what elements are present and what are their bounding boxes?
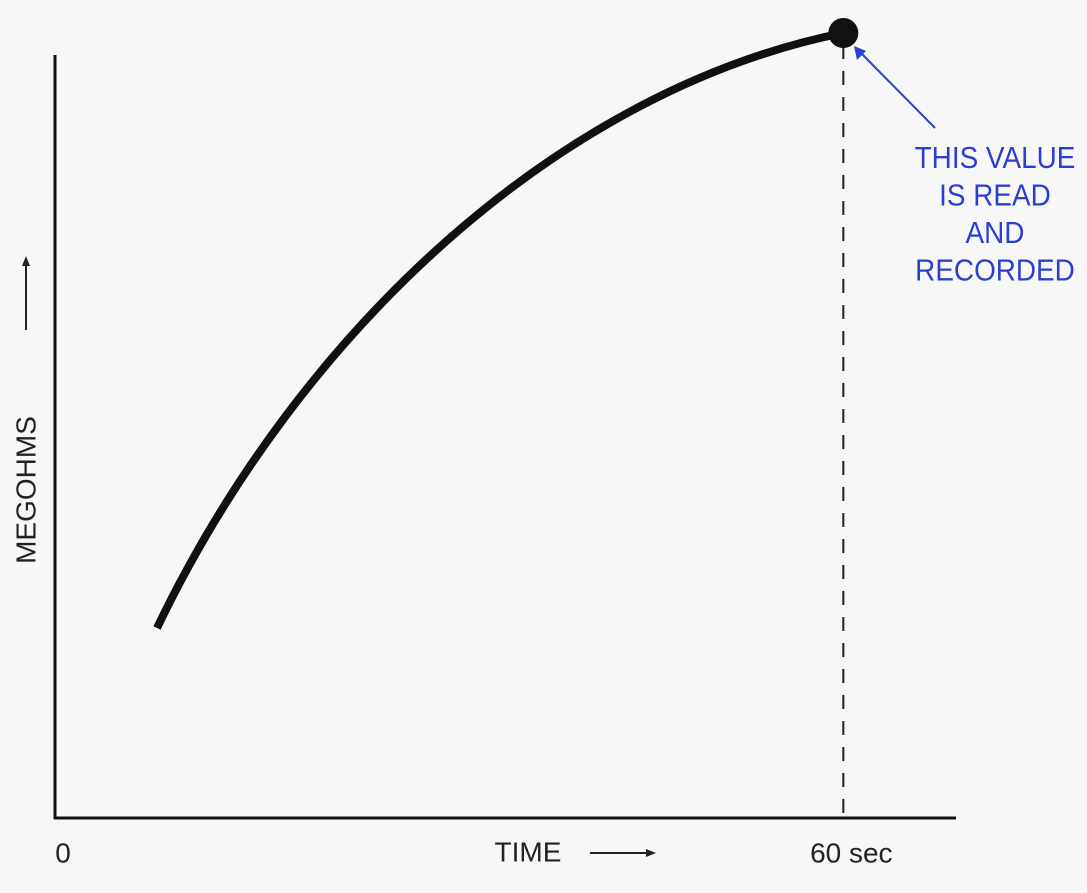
y-axis-label: MEGOHMS xyxy=(10,416,41,564)
y-label-arrowhead xyxy=(22,256,30,266)
annotation-line: THIS VALUE xyxy=(915,141,1076,176)
annotation-line: AND xyxy=(966,216,1025,251)
x-axis-label: TIME xyxy=(495,836,562,867)
x-label-arrowhead xyxy=(646,849,656,857)
reading-point xyxy=(828,18,859,48)
x-tick-label: 0 xyxy=(55,837,71,868)
annotation-arrow xyxy=(859,51,936,129)
annotation-arrowhead xyxy=(854,46,866,60)
curve xyxy=(153,29,844,630)
annotation-line: RECORDED xyxy=(915,253,1075,288)
annotation-line: IS READ xyxy=(939,178,1051,213)
x-tick-label: 60 sec xyxy=(810,837,893,868)
